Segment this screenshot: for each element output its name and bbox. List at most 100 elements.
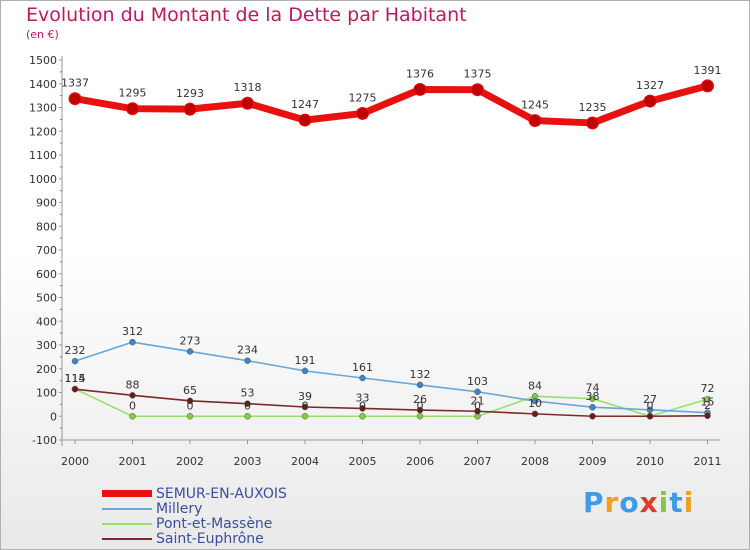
data-label: 38 bbox=[586, 390, 600, 403]
x-tick-label: 2011 bbox=[694, 455, 722, 468]
y-tick-label: 900 bbox=[36, 197, 57, 210]
x-tick-label: 2002 bbox=[176, 455, 204, 468]
data-label: 1318 bbox=[234, 81, 262, 94]
logo-letter: i bbox=[658, 486, 670, 519]
data-point bbox=[244, 400, 251, 407]
data-point bbox=[301, 403, 309, 411]
data-point bbox=[186, 413, 194, 420]
data-label: 26 bbox=[413, 393, 427, 406]
data-point bbox=[528, 114, 542, 128]
series-millery bbox=[71, 338, 711, 416]
data-point bbox=[129, 413, 136, 420]
data-label: 132 bbox=[410, 368, 431, 381]
data-label: 0 bbox=[647, 399, 654, 412]
axes: -100010020030040050060070080090010001100… bbox=[29, 54, 722, 468]
data-point bbox=[244, 413, 251, 420]
data-label: 15 bbox=[701, 396, 715, 409]
legend-label: Pont-et-Massène bbox=[156, 515, 273, 532]
x-tick-label: 2000 bbox=[61, 455, 89, 468]
series-line bbox=[71, 82, 711, 127]
legend-item: Pont-et-Massène bbox=[102, 515, 273, 532]
series-line bbox=[74, 388, 709, 418]
data-point bbox=[68, 92, 82, 106]
data-point bbox=[71, 357, 79, 365]
y-tick-label: 0 bbox=[50, 410, 57, 423]
data-point bbox=[531, 397, 539, 405]
data-point bbox=[474, 408, 481, 415]
logo-letter: t bbox=[669, 486, 684, 519]
data-label: 65 bbox=[183, 384, 197, 397]
data-point bbox=[589, 395, 596, 402]
data-point bbox=[129, 392, 136, 399]
data-point bbox=[589, 413, 596, 420]
data-label: 1376 bbox=[406, 67, 434, 80]
x-tick-label: 2008 bbox=[521, 455, 549, 468]
series-line bbox=[74, 341, 709, 414]
data-label: 0 bbox=[474, 399, 481, 412]
y-tick-label: 1000 bbox=[29, 173, 57, 186]
data-label: 103 bbox=[467, 375, 488, 388]
data-label: 1247 bbox=[291, 98, 319, 111]
data-label: 0 bbox=[359, 399, 366, 412]
data-label: 1327 bbox=[636, 79, 664, 92]
data-point bbox=[126, 102, 139, 116]
logo-letter: r bbox=[604, 486, 620, 519]
series-pont-et-mass-ne bbox=[71, 385, 711, 420]
legend-label: Saint-Euphrône bbox=[156, 530, 264, 547]
data-label: 273 bbox=[180, 334, 201, 347]
y-tick-label: 200 bbox=[36, 363, 57, 376]
legend-item: Millery bbox=[102, 501, 202, 517]
data-label: 115 bbox=[65, 372, 86, 385]
data-label: 1295 bbox=[119, 87, 147, 100]
legend-swatch bbox=[102, 490, 152, 497]
series-semur-en-auxois bbox=[68, 79, 714, 130]
data-point bbox=[244, 357, 251, 364]
series-layer: 1337 1295 1293 1318 1247 1275 1376 1375 1245 1235… bbox=[61, 64, 722, 420]
logo-letter: x bbox=[639, 486, 659, 519]
y-tick-label: 1100 bbox=[29, 149, 57, 162]
x-tick-label: 2005 bbox=[349, 455, 377, 468]
y-tick-label: 300 bbox=[36, 339, 57, 352]
y-tick-label: 800 bbox=[36, 220, 57, 233]
legend-item: Saint-Euphrône bbox=[102, 530, 264, 547]
data-label: 21 bbox=[471, 394, 485, 407]
x-tick-label: 2009 bbox=[579, 455, 607, 468]
data-point bbox=[589, 403, 596, 411]
data-point bbox=[531, 410, 539, 418]
x-tick-label: 2007 bbox=[464, 455, 492, 468]
data-point bbox=[416, 381, 424, 389]
proxiti-logo: Proxiti bbox=[583, 486, 694, 519]
data-label: 114 bbox=[65, 372, 86, 385]
data-label: 2 bbox=[704, 399, 711, 412]
logo-letter: i bbox=[683, 486, 695, 519]
data-point bbox=[359, 413, 366, 420]
data-label: 191 bbox=[295, 354, 316, 367]
data-point bbox=[471, 83, 484, 97]
data-point bbox=[704, 395, 711, 403]
data-point bbox=[704, 412, 711, 420]
data-label: 161 bbox=[352, 361, 373, 374]
data-point bbox=[186, 397, 194, 405]
y-tick-label: 1300 bbox=[29, 102, 57, 115]
data-point bbox=[646, 413, 654, 420]
legend-swatch bbox=[102, 537, 152, 540]
legend-item: SEMUR-EN-AUXOIS bbox=[102, 486, 287, 502]
data-label: 312 bbox=[122, 325, 143, 338]
y-tick-label: 1400 bbox=[29, 78, 57, 91]
legend-swatch bbox=[102, 522, 152, 525]
x-tick-label: 2006 bbox=[406, 455, 434, 468]
y-tick-label: 700 bbox=[36, 244, 57, 257]
data-point bbox=[183, 102, 197, 116]
x-tick-label: 2010 bbox=[636, 455, 664, 468]
data-label: 1235 bbox=[579, 101, 607, 114]
data-label: 234 bbox=[237, 344, 258, 357]
data-label: 27 bbox=[643, 393, 657, 406]
data-label: 39 bbox=[298, 390, 312, 403]
chart-title: Evolution du Montant de la Dette par Hab… bbox=[26, 4, 467, 26]
x-tick-label: 2004 bbox=[291, 455, 319, 468]
data-label: 0 bbox=[244, 399, 251, 412]
legend-swatch bbox=[102, 507, 152, 510]
data-label: 10 bbox=[528, 397, 542, 410]
logo-letter: o bbox=[619, 486, 640, 519]
